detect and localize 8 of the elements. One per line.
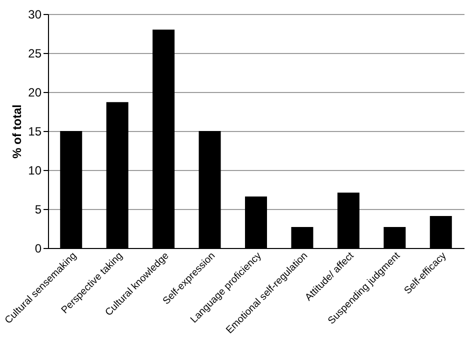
y-tick-label: 30 bbox=[28, 8, 42, 22]
y-tick-label: 5 bbox=[34, 202, 42, 216]
y-tick-label: 25 bbox=[28, 46, 42, 60]
y-tick-label: 20 bbox=[28, 86, 42, 100]
y-tick-label: 15 bbox=[28, 124, 42, 138]
y-tick-label: 10 bbox=[28, 164, 42, 178]
y-axis-title: % of total bbox=[10, 104, 24, 158]
y-tick-label: 0 bbox=[34, 242, 42, 256]
